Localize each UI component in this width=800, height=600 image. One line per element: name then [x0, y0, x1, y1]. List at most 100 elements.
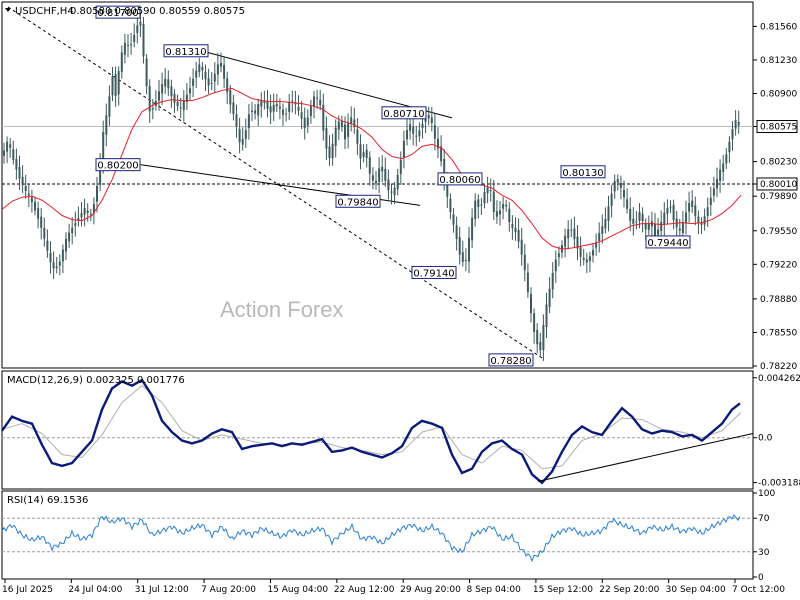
candle-body — [440, 146, 443, 162]
candle-body — [130, 44, 133, 46]
candle-body — [344, 124, 346, 140]
candle-body — [421, 123, 424, 128]
candle-body — [96, 186, 98, 202]
price-annotation-1: 0.81310 — [163, 44, 209, 58]
candle-body — [681, 221, 684, 234]
moving-average-line — [1, 87, 742, 250]
candle-body — [161, 84, 164, 94]
annotation-text: 0.81700 — [97, 8, 138, 19]
candle-body — [641, 213, 644, 221]
candle-body — [232, 102, 235, 115]
time-tick-label: 8 Sep 04:00 — [467, 585, 522, 595]
candle-body — [418, 130, 421, 137]
candle-body — [427, 115, 430, 119]
rsi-tick-label: 30 — [758, 548, 770, 558]
macd-panel: 0.004262 0.0 -0.003188 MACD(12,26,9) 0.002… — [1, 370, 800, 490]
candle-body — [198, 64, 201, 72]
candle-body — [486, 187, 489, 194]
candle-body — [285, 113, 288, 115]
candle-body — [27, 193, 30, 196]
rsi-axis-ticks: 100 70 30 0 — [753, 489, 775, 583]
annotation-text: 0.78280 — [490, 356, 531, 367]
candle-body — [300, 112, 303, 119]
candle-body — [139, 21, 142, 26]
rsi-line — [1, 514, 741, 563]
time-tick-label: 31 Jul 12:00 — [135, 585, 189, 595]
candle-body — [105, 115, 108, 135]
candle-body — [588, 256, 591, 261]
price-annotations: 0.81700 0.81310 0.80710 0.80200 0.80060 0.801… — [95, 5, 691, 367]
candle-body — [269, 106, 272, 113]
candle-body — [685, 212, 687, 224]
candle-body — [409, 124, 412, 131]
candle-body — [471, 217, 474, 241]
candle-body — [424, 118, 427, 122]
candle-body — [533, 313, 536, 333]
candle-body — [216, 64, 219, 75]
candle-body — [55, 266, 58, 268]
candle-body — [210, 83, 213, 85]
price-annotation-6: 0.79840 — [335, 194, 381, 208]
candle-body — [557, 253, 560, 258]
candle-body — [154, 100, 157, 106]
candle-body — [24, 185, 27, 192]
candle-body — [604, 218, 607, 229]
candle-body — [189, 88, 191, 94]
candle-body — [716, 178, 718, 189]
candle-body — [254, 110, 257, 114]
ohlc-readout: 0.80580 0.80590 0.80559 0.80575 — [70, 6, 245, 17]
candle-body — [474, 200, 477, 220]
candle-body — [644, 223, 647, 230]
dropdown-triangle-icon[interactable] — [5, 8, 11, 12]
candle-body — [536, 329, 539, 345]
candle-body — [89, 213, 92, 215]
time-tick-label: 29 Aug 20:00 — [400, 585, 461, 595]
candle-body — [176, 101, 179, 107]
candle-body — [170, 86, 173, 97]
candle-body — [551, 272, 554, 290]
candle-body — [49, 252, 52, 263]
candle-body — [483, 192, 486, 204]
candle-body — [430, 117, 433, 123]
candle-body — [468, 237, 470, 262]
candle-body — [728, 141, 731, 153]
candle-body — [43, 228, 46, 239]
macd-signal-line — [1, 385, 742, 470]
candle-body — [415, 135, 418, 137]
candle-body — [257, 104, 260, 116]
candle-body — [378, 168, 381, 183]
candle-body — [291, 100, 294, 102]
candle-body — [598, 233, 601, 241]
candle-body — [517, 229, 520, 242]
price-annotation-3: 0.80200 — [95, 158, 141, 172]
candle-body — [306, 117, 309, 126]
candle-body — [133, 34, 136, 43]
candle-body — [734, 119, 737, 129]
time-tick-label: 7 Aug 20:00 — [201, 585, 256, 595]
candle-body — [340, 121, 343, 127]
candle-body — [446, 179, 449, 197]
candle-body — [136, 25, 139, 33]
candle-body — [464, 259, 467, 262]
candle-body — [9, 144, 12, 148]
candle-body — [148, 86, 151, 112]
current-price-badge — [756, 120, 798, 134]
candle-body — [375, 180, 377, 184]
rsi-panel: 100 70 30 0 RSI(14) 69.1536 — [1, 489, 775, 583]
annotation-text: 0.80130 — [562, 168, 603, 179]
candle-body — [220, 62, 222, 67]
time-tick-label: 24 Jul 04:00 — [68, 585, 122, 595]
annotation-text: 0.80200 — [97, 161, 138, 172]
candle-body — [495, 211, 498, 217]
candle-body — [514, 227, 517, 233]
candle-body — [322, 104, 325, 131]
candle-body — [632, 218, 635, 224]
candle-body — [173, 93, 176, 103]
candle-body — [700, 222, 703, 225]
candle-body — [443, 158, 446, 181]
candle-body — [21, 176, 24, 186]
rsi-level-lines — [2, 517, 753, 553]
candle-body — [520, 239, 523, 255]
price-annotation-9: 0.78280 — [488, 353, 534, 367]
